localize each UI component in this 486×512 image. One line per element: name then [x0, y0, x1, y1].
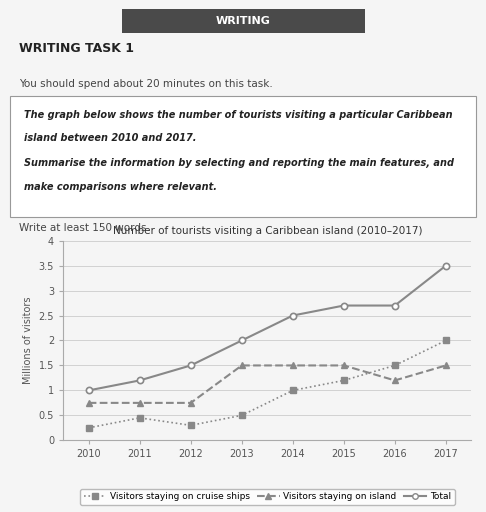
- Text: Summarise the information by selecting and reporting the main features, and: Summarise the information by selecting a…: [24, 158, 454, 168]
- Text: island between 2010 and 2017.: island between 2010 and 2017.: [24, 133, 197, 143]
- Text: The graph below shows the number of tourists visiting a particular Caribbean: The graph below shows the number of tour…: [24, 110, 453, 120]
- Legend: Visitors staying on cruise ships, Visitors staying on island, Total: Visitors staying on cruise ships, Visito…: [80, 489, 454, 505]
- Text: Write at least 150 words.: Write at least 150 words.: [19, 223, 150, 232]
- Text: make comparisons where relevant.: make comparisons where relevant.: [24, 182, 217, 192]
- Text: WRITING TASK 1: WRITING TASK 1: [19, 41, 135, 55]
- Text: WRITING: WRITING: [216, 16, 270, 26]
- Title: Number of tourists visiting a Caribbean island (2010–2017): Number of tourists visiting a Caribbean …: [113, 226, 422, 236]
- Text: You should spend about 20 minutes on this task.: You should spend about 20 minutes on thi…: [19, 79, 273, 89]
- FancyBboxPatch shape: [10, 96, 476, 217]
- Y-axis label: Millions of visitors: Millions of visitors: [23, 297, 33, 384]
